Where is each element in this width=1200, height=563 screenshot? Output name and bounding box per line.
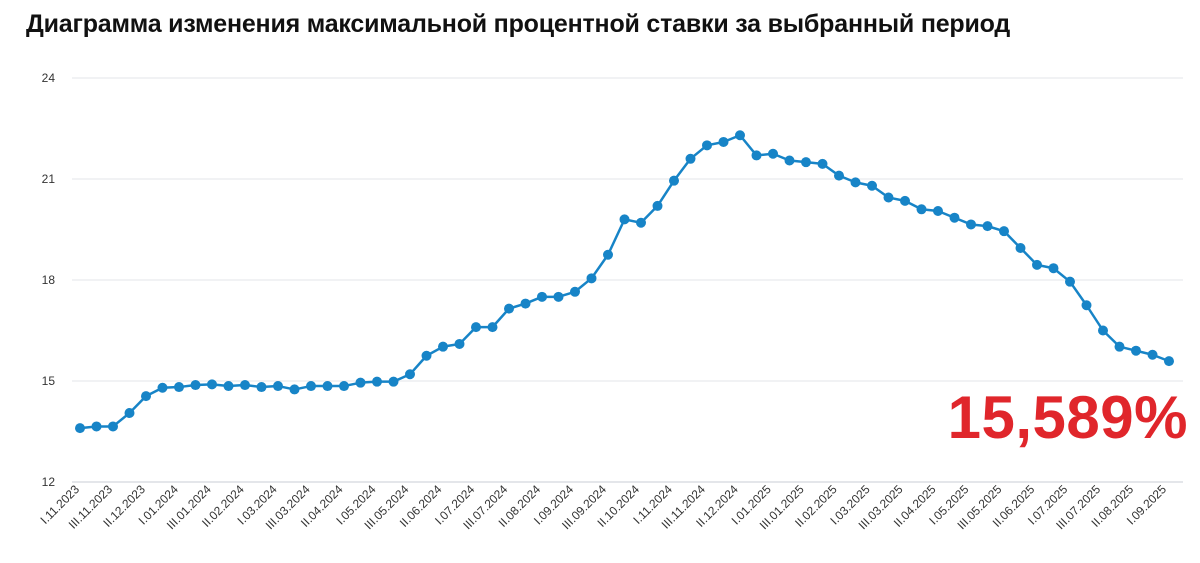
- data-point[interactable]: [966, 219, 976, 230]
- data-point[interactable]: [322, 381, 333, 392]
- data-point[interactable]: [1164, 356, 1174, 367]
- data-point[interactable]: [636, 217, 646, 228]
- data-point[interactable]: [685, 153, 696, 164]
- data-point[interactable]: [207, 379, 217, 390]
- data-point[interactable]: [1081, 300, 1092, 311]
- y-tick-label: 18: [42, 273, 56, 287]
- data-point[interactable]: [1032, 259, 1042, 270]
- data-point[interactable]: [1015, 243, 1026, 254]
- data-point[interactable]: [1147, 349, 1158, 360]
- y-tick-label: 21: [42, 172, 56, 186]
- y-tick-label: 12: [42, 475, 56, 489]
- x-axis-ticks: I.11.2023III.11.2023II.12.2023I.01.2024I…: [37, 482, 1169, 532]
- data-point[interactable]: [751, 150, 762, 161]
- data-point[interactable]: [190, 380, 201, 391]
- data-point[interactable]: [669, 175, 679, 186]
- data-point[interactable]: [999, 226, 1009, 237]
- data-point[interactable]: [834, 170, 844, 181]
- series-group: [75, 130, 1174, 434]
- data-point[interactable]: [603, 249, 613, 260]
- data-point[interactable]: [504, 303, 514, 314]
- data-point[interactable]: [933, 205, 943, 216]
- current-rate-value: 15,589%: [947, 384, 1188, 451]
- data-point[interactable]: [916, 204, 927, 215]
- data-point[interactable]: [289, 384, 300, 395]
- data-point[interactable]: [355, 377, 366, 388]
- data-point[interactable]: [801, 157, 811, 168]
- data-point[interactable]: [652, 200, 663, 211]
- data-point[interactable]: [339, 381, 349, 392]
- data-point[interactable]: [273, 381, 283, 392]
- data-point[interactable]: [306, 381, 316, 392]
- data-point[interactable]: [520, 298, 531, 309]
- data-point[interactable]: [982, 221, 993, 232]
- data-point[interactable]: [570, 286, 580, 297]
- y-axis-ticks: 12 15 18 21 24: [42, 71, 56, 489]
- y-tick-label: 15: [42, 374, 56, 388]
- data-point[interactable]: [900, 195, 910, 206]
- data-point[interactable]: [438, 341, 448, 352]
- data-point[interactable]: [223, 381, 234, 392]
- data-point[interactable]: [124, 407, 135, 418]
- data-point[interactable]: [174, 382, 184, 393]
- chart-title: Диаграмма изменения максимальной процент…: [26, 10, 1011, 38]
- data-point[interactable]: [1114, 341, 1125, 352]
- data-point[interactable]: [768, 148, 778, 159]
- data-point[interactable]: [883, 192, 894, 203]
- data-point[interactable]: [372, 376, 382, 387]
- y-tick-label: 24: [42, 71, 56, 85]
- data-point[interactable]: [553, 291, 564, 302]
- data-point[interactable]: [454, 338, 465, 349]
- data-point[interactable]: [240, 380, 250, 391]
- data-point[interactable]: [256, 382, 267, 393]
- data-point[interactable]: [619, 214, 630, 225]
- data-point[interactable]: [1131, 345, 1141, 356]
- data-point[interactable]: [487, 322, 498, 333]
- data-point[interactable]: [718, 136, 729, 147]
- data-point[interactable]: [91, 421, 102, 432]
- data-point[interactable]: [1065, 276, 1075, 287]
- data-point[interactable]: [702, 140, 712, 151]
- data-point[interactable]: [949, 212, 960, 223]
- data-point[interactable]: [157, 382, 168, 393]
- grid-lines: [72, 77, 1183, 483]
- data-point[interactable]: [75, 423, 85, 434]
- data-point[interactable]: [867, 180, 877, 191]
- data-point[interactable]: [784, 155, 795, 166]
- data-point[interactable]: [1098, 325, 1108, 336]
- data-point[interactable]: [421, 350, 432, 361]
- data-point[interactable]: [735, 130, 745, 141]
- data-point[interactable]: [405, 369, 415, 380]
- data-point[interactable]: [586, 273, 597, 284]
- data-point[interactable]: [850, 177, 861, 188]
- data-point[interactable]: [1048, 263, 1059, 274]
- data-point[interactable]: [141, 391, 151, 402]
- data-point[interactable]: [537, 291, 547, 302]
- data-point[interactable]: [817, 158, 828, 169]
- data-point[interactable]: [108, 421, 118, 432]
- data-point[interactable]: [471, 322, 481, 333]
- data-point[interactable]: [388, 376, 399, 387]
